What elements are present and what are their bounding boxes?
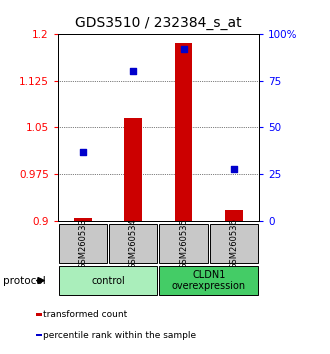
Point — [80, 149, 85, 155]
Bar — [36, 334, 42, 336]
Text: GSM260534: GSM260534 — [129, 218, 138, 269]
Point — [231, 166, 237, 172]
Bar — [59, 267, 157, 295]
Text: GSM260536: GSM260536 — [229, 218, 238, 269]
Text: percentile rank within the sample: percentile rank within the sample — [43, 331, 196, 340]
Text: control: control — [91, 275, 125, 286]
Bar — [175, 43, 192, 221]
Bar — [109, 224, 157, 263]
Text: protocol: protocol — [3, 275, 46, 286]
Bar — [124, 118, 142, 221]
Text: transformed count: transformed count — [43, 310, 127, 319]
Text: CLDN1
overexpression: CLDN1 overexpression — [172, 270, 246, 291]
Bar — [225, 210, 243, 221]
Bar — [59, 224, 107, 263]
Bar — [74, 218, 92, 221]
Bar — [210, 224, 258, 263]
Bar — [159, 224, 208, 263]
Point — [131, 68, 136, 74]
Text: GSM260535: GSM260535 — [179, 218, 188, 269]
Bar — [36, 313, 42, 316]
Title: GDS3510 / 232384_s_at: GDS3510 / 232384_s_at — [75, 16, 242, 30]
Bar — [159, 267, 258, 295]
Point — [181, 46, 186, 51]
Text: GSM260533: GSM260533 — [79, 218, 87, 269]
